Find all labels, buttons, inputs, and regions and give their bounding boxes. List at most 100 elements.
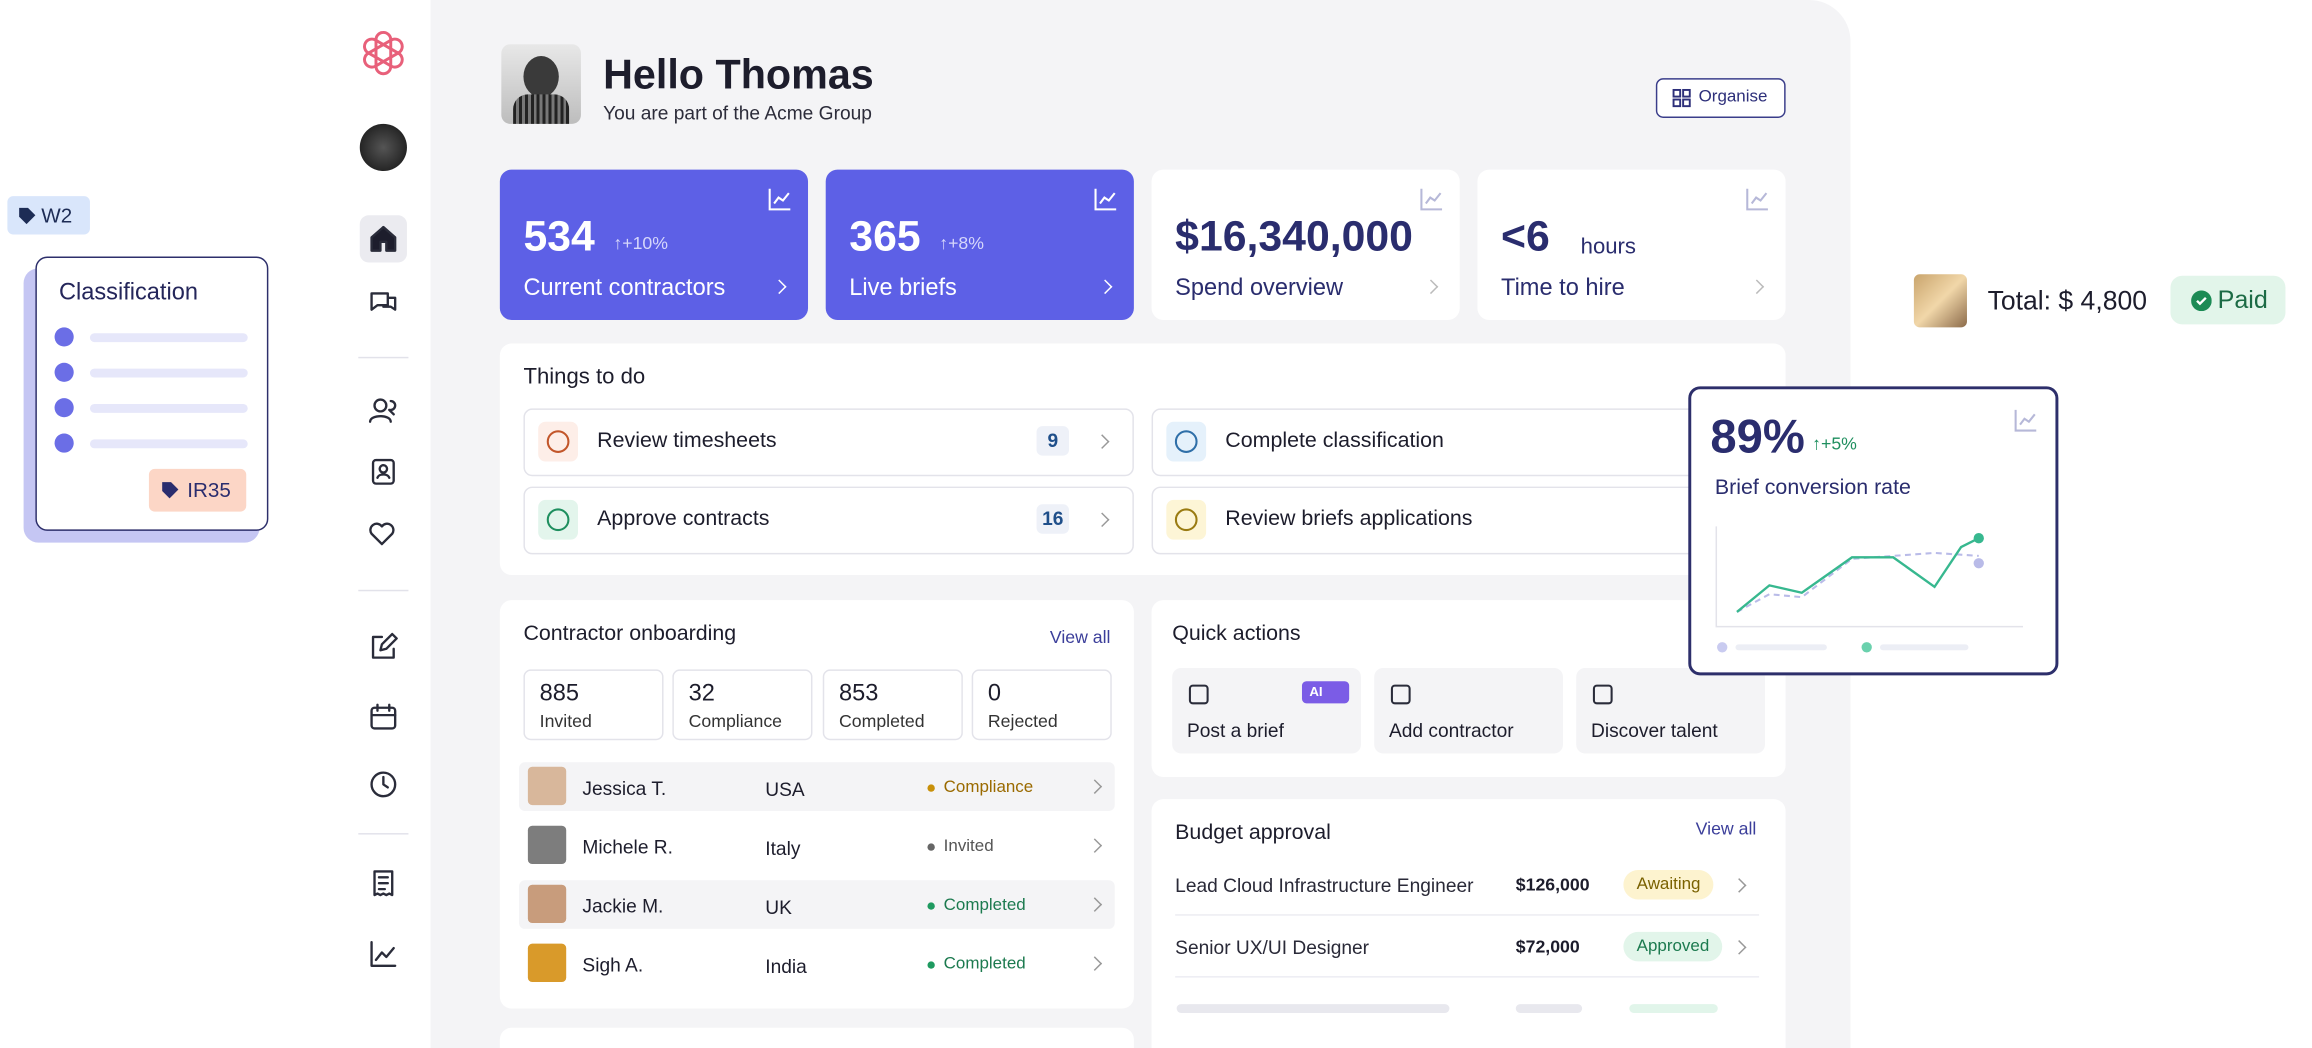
ir35-label: IR35 bbox=[187, 477, 231, 502]
summary-value: 0 bbox=[987, 681, 1002, 707]
summary-box: 0 Rejected bbox=[971, 669, 1112, 741]
contractor-status: Compliance bbox=[943, 778, 1034, 797]
paid-badge: Paid bbox=[2170, 275, 2286, 325]
stat-icon bbox=[1094, 188, 1117, 211]
tag-icon bbox=[19, 207, 36, 225]
nav-separator bbox=[358, 589, 409, 592]
w2-tag: W2 bbox=[7, 196, 90, 235]
todo-item[interactable]: Review timesheets 9 bbox=[523, 408, 1134, 477]
stat-value: 365 bbox=[849, 213, 921, 261]
nav-contractors[interactable] bbox=[367, 395, 399, 424]
organise-button[interactable]: Organise bbox=[1655, 78, 1786, 118]
todo-icon bbox=[538, 421, 579, 462]
conversion-value: 89% bbox=[1710, 409, 1805, 463]
todo-item[interactable]: Review briefs applications bbox=[1151, 486, 1763, 555]
chevron bbox=[1087, 956, 1103, 971]
quick-action[interactable]: Discover talent bbox=[1576, 667, 1765, 754]
placeholder-bar bbox=[1515, 1004, 1583, 1013]
summary-box: 853 Completed bbox=[822, 669, 963, 741]
summary-value: 853 bbox=[838, 681, 879, 707]
action-label: Add contractor bbox=[1388, 719, 1514, 742]
status-dot bbox=[927, 961, 935, 969]
todo-icon bbox=[538, 499, 579, 540]
check-icon bbox=[2191, 290, 2212, 312]
budget-status: Awaiting bbox=[1623, 869, 1714, 900]
budget-title: Budget approval bbox=[1175, 821, 1331, 845]
chevron bbox=[1087, 897, 1103, 912]
nav-time[interactable] bbox=[369, 770, 398, 799]
contractor-photo bbox=[527, 766, 567, 806]
organise-label: Organise bbox=[1698, 88, 1768, 107]
next-panel bbox=[499, 1027, 1134, 1048]
chevron bbox=[1749, 279, 1765, 295]
action-label: Post a brief bbox=[1186, 719, 1284, 742]
stat-card[interactable]: 534 ↑+10% Current contractors bbox=[499, 169, 809, 320]
onboarding-title: Contractor onboarding bbox=[523, 622, 737, 646]
contractor-name: Sigh A. bbox=[582, 953, 644, 977]
nav-briefs[interactable] bbox=[369, 632, 398, 662]
ai-badge: AI bbox=[1301, 681, 1350, 704]
contractor-country: UK bbox=[765, 896, 792, 919]
conversion-label: Brief conversion rate bbox=[1714, 476, 1911, 500]
todo-item[interactable]: Approve contracts 16 bbox=[523, 486, 1134, 555]
check-dot bbox=[54, 327, 74, 347]
nav-invoices[interactable] bbox=[369, 868, 398, 897]
contractor-photo bbox=[527, 943, 567, 983]
contractor-status: Completed bbox=[943, 955, 1026, 974]
nav-calendar[interactable] bbox=[369, 702, 398, 731]
todo-label: Approve contracts bbox=[597, 507, 770, 531]
chevron bbox=[1094, 434, 1110, 449]
stat-change-value: +10% bbox=[622, 232, 668, 254]
nav-reports[interactable] bbox=[369, 939, 398, 968]
todo-item[interactable]: Complete classification bbox=[1151, 408, 1763, 477]
nav-messages[interactable] bbox=[367, 288, 399, 317]
stat-card[interactable]: 365 ↑+8% Live briefs bbox=[825, 169, 1134, 320]
summary-label: Compliance bbox=[688, 710, 783, 732]
payee-photo bbox=[1913, 274, 1967, 328]
quick-actions-title: Quick actions bbox=[1172, 622, 1301, 646]
nav-contacts[interactable] bbox=[369, 457, 398, 486]
nav-home[interactable] bbox=[369, 224, 398, 253]
todo-label: Review briefs applications bbox=[1225, 507, 1473, 531]
view-all-link[interactable]: View all bbox=[1695, 818, 1757, 839]
contractor-name: Jackie M. bbox=[582, 895, 664, 918]
budget-role: Lead Cloud Infrastructure Engineer bbox=[1175, 874, 1474, 897]
stat-label: Spend overview bbox=[1175, 275, 1344, 301]
nav-separator bbox=[358, 356, 409, 359]
contractor-row[interactable]: Jackie M. UK Completed bbox=[519, 880, 1115, 929]
nav-favourites[interactable] bbox=[367, 519, 396, 548]
todo-count: 9 bbox=[1036, 426, 1070, 456]
summary-label: Invited bbox=[539, 710, 592, 732]
contractor-row[interactable]: Sigh A. India Completed bbox=[519, 939, 1115, 988]
check-dot bbox=[54, 433, 74, 453]
check-line bbox=[89, 404, 248, 413]
check-line bbox=[89, 333, 248, 343]
budget-amount: $126,000 bbox=[1515, 874, 1590, 896]
stat-unit: hours bbox=[1580, 234, 1636, 260]
workspace-avatar[interactable] bbox=[359, 123, 407, 172]
greeting: Hello Thomas bbox=[603, 51, 874, 98]
todo-icon bbox=[1166, 499, 1207, 540]
stat-label: Live briefs bbox=[849, 275, 957, 301]
w2-label: W2 bbox=[41, 203, 73, 228]
placeholder-bar bbox=[1176, 1004, 1450, 1013]
stat-value: <6 bbox=[1501, 213, 1550, 261]
subtitle: You are part of the Acme Group bbox=[603, 101, 872, 124]
stat-card[interactable]: $16,340,000 Spend overview bbox=[1151, 169, 1460, 320]
quick-action[interactable]: Post a brief AI bbox=[1172, 667, 1361, 754]
contractor-row[interactable]: Michele R. Italy Invited bbox=[519, 821, 1115, 870]
row-divider bbox=[1175, 976, 1760, 978]
conversion-sparkline bbox=[1715, 526, 2024, 653]
check-line bbox=[89, 439, 248, 449]
status-dot bbox=[927, 902, 935, 910]
stat-card[interactable]: <6 hours Time to hire bbox=[1477, 169, 1786, 320]
placeholder-bar bbox=[1629, 1004, 1718, 1013]
quick-action[interactable]: Add contractor bbox=[1374, 667, 1563, 754]
status-dot bbox=[927, 784, 935, 792]
chevron bbox=[1423, 279, 1439, 295]
contractor-country: India bbox=[765, 955, 807, 978]
logo[interactable] bbox=[360, 29, 407, 76]
view-all-link[interactable]: View all bbox=[1049, 626, 1111, 648]
contractor-row[interactable]: Jessica T. USA Compliance bbox=[519, 762, 1115, 811]
stat-change: ↑+10% bbox=[613, 232, 668, 254]
